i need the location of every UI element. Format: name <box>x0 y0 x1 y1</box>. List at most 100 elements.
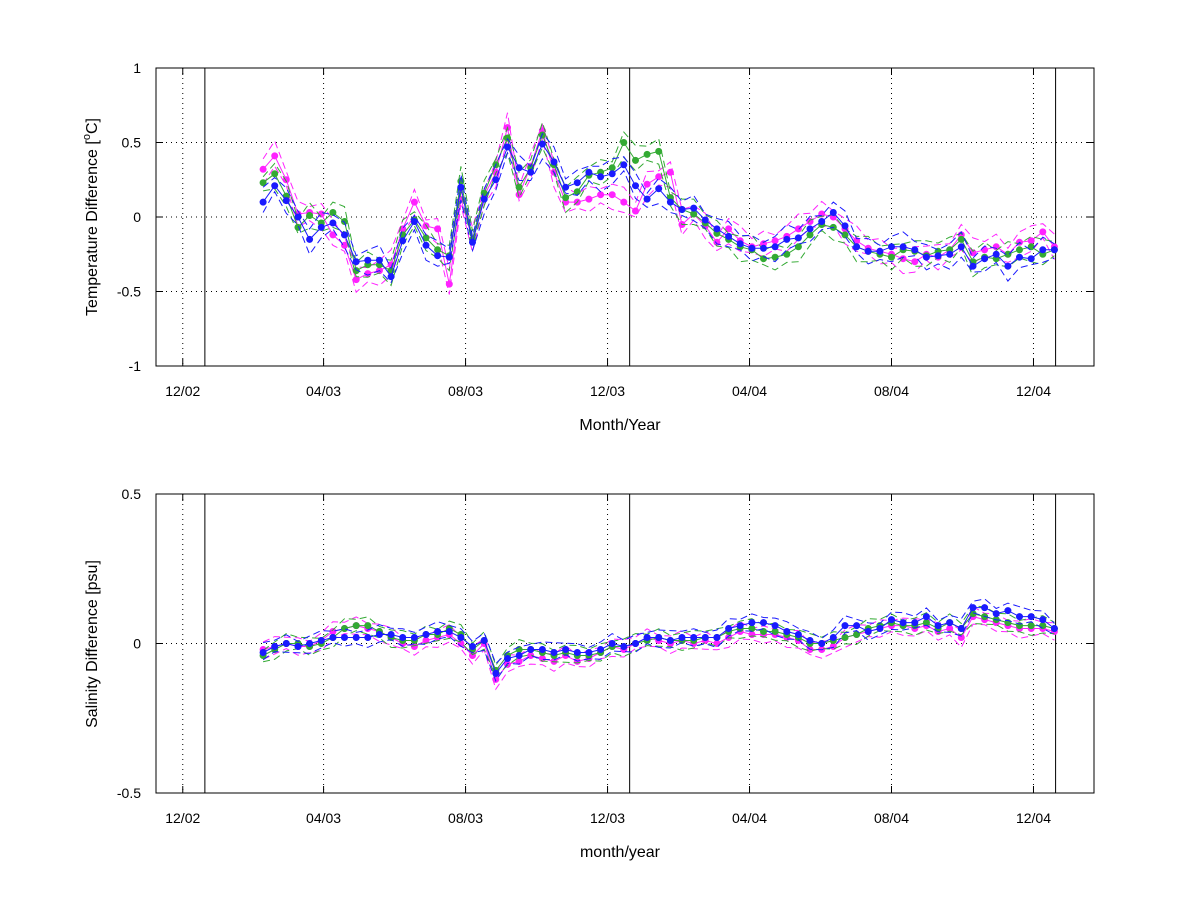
temperature-blue-data-point <box>283 197 289 203</box>
temperature-blue-data-point <box>772 244 778 250</box>
temperature-magenta-data-point <box>586 196 592 202</box>
salinity-x-axis-label: month/year <box>580 844 661 861</box>
temperature-x-tick-label: 08/03 <box>448 383 483 399</box>
temperature-blue-data-point <box>597 174 603 180</box>
salinity-blue-data-point <box>539 646 545 652</box>
temperature-blue-data-point <box>411 218 417 224</box>
temperature-blue-data-point <box>644 196 650 202</box>
salinity-green-data-point <box>842 634 848 640</box>
salinity-blue-data-point <box>912 619 918 625</box>
temperature-green-data-point <box>807 232 813 238</box>
temperature-blue-data-point <box>1040 247 1046 253</box>
temperature-blue-data-point <box>760 245 766 251</box>
salinity-blue-data-point <box>702 634 708 640</box>
salinity-blue-data-point <box>935 622 941 628</box>
salinity-blue-data-point <box>749 619 755 625</box>
temperature-blue-data-point <box>853 244 859 250</box>
salinity-blue-data-point <box>679 634 685 640</box>
salinity-blue-data-point <box>900 619 906 625</box>
salinity-blue-data-point <box>423 631 429 637</box>
temperature-green-data-point <box>691 211 697 217</box>
temperature-blue-data-point <box>1051 247 1057 253</box>
salinity-blue-data-point <box>853 622 859 628</box>
salinity-blue-data-point <box>725 625 731 631</box>
temperature-blue-data-point <box>400 238 406 244</box>
salinity-blue-data-point <box>877 625 883 631</box>
salinity-blue-data-point <box>528 646 534 652</box>
salinity-blue-data-point <box>784 628 790 634</box>
temperature-blue-data-point <box>993 251 999 257</box>
temperature-blue-data-point <box>493 177 499 183</box>
temperature-green-data-point <box>562 194 568 200</box>
temperature-x-tick-label: 04/03 <box>306 383 341 399</box>
temperature-x-tick-label: 12/02 <box>165 383 200 399</box>
temperature-blue-data-point <box>539 141 545 147</box>
temperature-blue-data-point <box>970 263 976 269</box>
temperature-blue-data-point <box>679 206 685 212</box>
temperature-blue-data-point <box>900 244 906 250</box>
salinity-blue-data-point <box>656 634 662 640</box>
temperature-magenta-data-point <box>609 192 615 198</box>
salinity-blue-data-point <box>365 634 371 640</box>
temperature-y-tick-label: 1 <box>133 60 141 76</box>
salinity-blue-data-point <box>341 634 347 640</box>
salinity-blue-data-point <box>830 634 836 640</box>
temperature-magenta-data-point <box>353 276 359 282</box>
temperature-blue-data-point <box>935 253 941 259</box>
temperature-green-data-point <box>644 151 650 157</box>
salinity-blue-data-point <box>434 628 440 634</box>
salinity-blue-data-point <box>295 643 301 649</box>
salinity-blue-data-point <box>819 640 825 646</box>
temperature-green-data-point <box>842 232 848 238</box>
temperature-green-data-point <box>1016 247 1022 253</box>
temperature-y-axis-label: Temperature Difference [oC] <box>81 118 101 316</box>
temperature-x-tick-label: 12/03 <box>590 383 625 399</box>
temperature-blue-data-point <box>353 259 359 265</box>
temperature-magenta-data-point <box>434 226 440 232</box>
temperature-magenta-data-point <box>272 153 278 159</box>
temperature-green-data-point <box>621 139 627 145</box>
temperature-y-tick-label: 0.5 <box>122 135 142 151</box>
temperature-blue-data-point <box>749 245 755 251</box>
salinity-green-data-point <box>341 625 347 631</box>
temperature-blue-data-point <box>481 196 487 202</box>
salinity-x-tick-label: 08/03 <box>448 810 483 826</box>
temperature-blue-data-point <box>423 242 429 248</box>
salinity-blue-data-point <box>1040 616 1046 622</box>
salinity-blue-data-point <box>923 613 929 619</box>
temperature-blue-data-point <box>667 199 673 205</box>
salinity-blue-data-point <box>318 637 324 643</box>
salinity-blue-data-point <box>481 637 487 643</box>
temperature-magenta-data-point <box>621 199 627 205</box>
salinity-blue-data-point <box>888 616 894 622</box>
temperature-blue-data-point <box>458 184 464 190</box>
salinity-blue-data-point <box>807 637 813 643</box>
salinity-green-data-point <box>1028 622 1034 628</box>
temperature-blue-data-point <box>632 183 638 189</box>
salinity-blue-data-point <box>574 649 580 655</box>
salinity-blue-data-point <box>621 643 627 649</box>
salinity-blue-data-point <box>632 640 638 646</box>
temperature-green-data-point <box>574 189 580 195</box>
temperature-green-data-point <box>458 178 464 184</box>
salinity-x-tick-label: 12/03 <box>590 810 625 826</box>
salinity-blue-data-point <box>772 622 778 628</box>
temperature-magenta-data-point <box>644 181 650 187</box>
temperature-blue-data-point <box>842 223 848 229</box>
salinity-blue-data-point <box>970 604 976 610</box>
temperature-magenta-data-point <box>656 174 662 180</box>
temperature-magenta-data-point <box>260 166 266 172</box>
salinity-blue-data-point <box>260 649 266 655</box>
temperature-blue-data-point <box>912 247 918 253</box>
salinity-blue-data-point <box>947 619 953 625</box>
temperature-blue-data-point <box>295 214 301 220</box>
temperature-blue-data-point <box>330 220 336 226</box>
salinity-blue-data-point <box>644 634 650 640</box>
temperature-blue-data-point <box>376 257 382 263</box>
temperature-blue-data-point <box>574 180 580 186</box>
temperature-blue-data-point <box>1005 263 1011 269</box>
salinity-blue-data-point <box>760 619 766 625</box>
temperature-blue-data-point <box>609 171 615 177</box>
